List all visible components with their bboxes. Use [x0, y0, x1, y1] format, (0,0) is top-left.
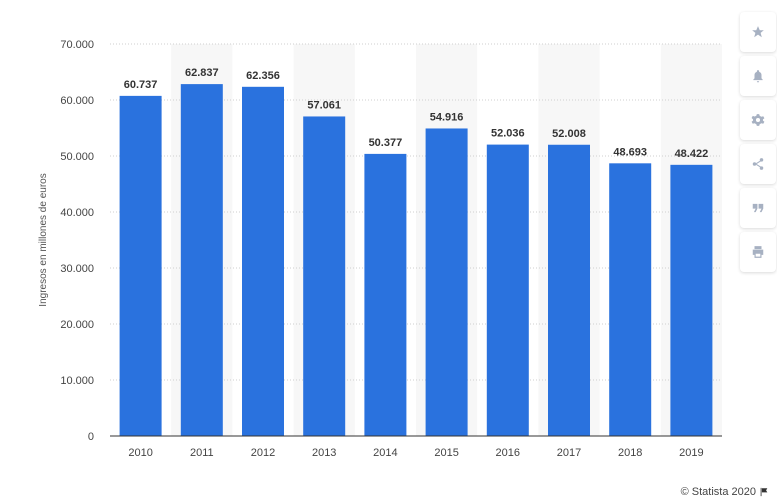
x-tick-label: 2016	[496, 447, 520, 459]
value-label-2012: 62.356	[246, 70, 280, 82]
cite-button[interactable]	[740, 188, 776, 228]
value-label-2018: 48.693	[613, 146, 647, 158]
credit: © Statista 2020	[681, 486, 769, 498]
quote-icon	[752, 203, 764, 213]
value-label-2015: 54.916	[430, 111, 464, 123]
x-tick-label: 2012	[251, 447, 275, 459]
y-tick-label: 10.000	[60, 375, 94, 387]
print-icon	[752, 246, 764, 258]
x-tick-label: 2017	[557, 447, 581, 459]
settings-button[interactable]	[740, 100, 776, 140]
x-tick-label: 2014	[373, 447, 397, 459]
y-tick-label: 50.000	[60, 151, 94, 163]
y-tick-label: 20.000	[60, 319, 94, 331]
bar-2012[interactable]	[242, 86, 284, 436]
star-icon	[752, 26, 764, 38]
value-label-2016: 52.036	[491, 128, 525, 140]
toolbar	[740, 12, 776, 272]
share-button[interactable]	[740, 144, 776, 184]
x-tick-label: 2013	[312, 447, 336, 459]
y-tick-label: 0	[88, 431, 94, 443]
value-label-2011: 62.837	[185, 67, 219, 79]
bar-2018[interactable]	[609, 163, 652, 436]
bar-2019[interactable]	[670, 164, 713, 437]
value-label-2017: 52.008	[552, 128, 586, 140]
print-button[interactable]	[740, 232, 776, 272]
bell-icon	[753, 70, 763, 83]
bar-2013[interactable]	[303, 116, 346, 436]
flag-icon[interactable]	[759, 487, 769, 497]
bar-2015[interactable]	[425, 128, 468, 436]
x-tick-label: 2018	[618, 447, 642, 459]
credit-text: © Statista 2020	[680, 486, 756, 498]
bar-2011[interactable]	[180, 84, 223, 437]
gear-icon	[751, 114, 765, 126]
bar-2016[interactable]	[486, 144, 529, 437]
bar-2017[interactable]	[548, 144, 590, 437]
value-label-2019: 48.422	[675, 148, 709, 160]
y-tick-label: 30.000	[60, 263, 94, 275]
share-icon	[752, 158, 764, 170]
notification-button[interactable]	[740, 56, 776, 96]
value-label-2013: 57.061	[307, 99, 341, 111]
y-axis-label: Ingresos en millones de euros	[38, 173, 49, 306]
y-tick-label: 70.000	[60, 39, 94, 51]
x-tick-label: 2011	[190, 447, 214, 459]
y-tick-label: 40.000	[60, 207, 94, 219]
bar-2014[interactable]	[364, 153, 407, 436]
x-tick-label: 2015	[434, 447, 458, 459]
x-tick-label: 2019	[679, 447, 703, 459]
favorite-button[interactable]	[740, 12, 776, 52]
y-tick-label: 60.000	[60, 95, 94, 107]
x-tick-label: 2010	[128, 447, 152, 459]
value-label-2010: 60.737	[124, 79, 158, 91]
bar-2010[interactable]	[119, 95, 162, 436]
value-label-2014: 50.377	[369, 137, 403, 149]
